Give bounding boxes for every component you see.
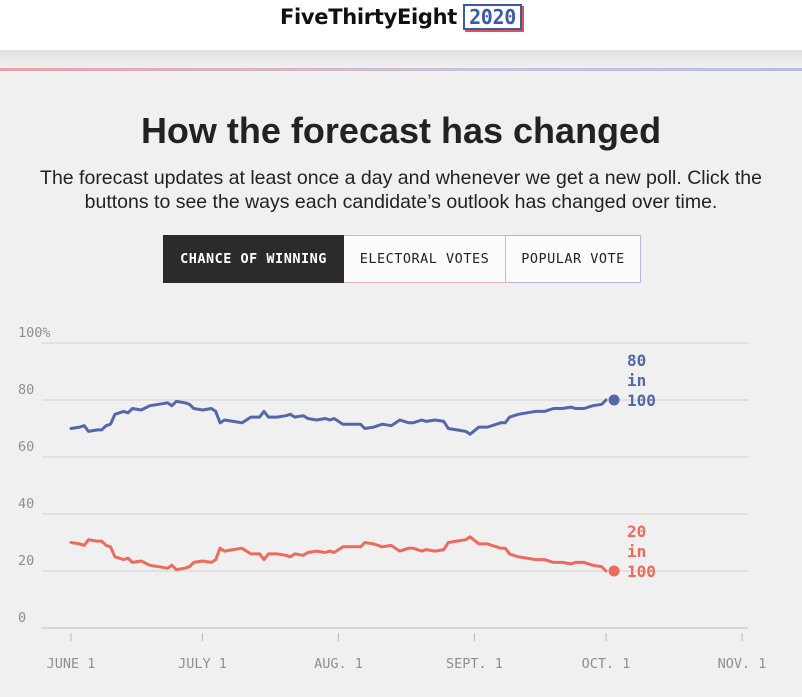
x-tick-label: AUG. 1	[314, 656, 363, 672]
y-tick-label: 40	[18, 496, 34, 512]
brand-name: FiveThirtyEight	[279, 5, 458, 29]
y-tick-label: 60	[18, 439, 34, 455]
header-shadow	[0, 50, 802, 68]
blue-end-label: 100	[627, 391, 656, 410]
x-tick-label: NOV. 1	[718, 656, 767, 672]
red-end-label: 100	[627, 562, 656, 581]
brand-year-badge: 2020	[463, 4, 523, 30]
forecast-line-chart: 0 20 40 60 80 100% JUNE 1 JULY 1 AUG. 1 SEPT. 1 OC…	[18, 325, 767, 672]
blue-end-label: 80	[627, 351, 646, 370]
metric-toggle-group: Chance of winning Electoral votes Popula…	[163, 235, 641, 283]
x-tick-label: OCT. 1	[582, 656, 631, 672]
blue-series-line	[69, 398, 608, 436]
electoral-votes-button[interactable]: Electoral votes	[344, 235, 506, 283]
top-bar: FiveThirtyEight 2020	[0, 0, 802, 50]
section-headline: How the forecast has changed	[140, 110, 662, 151]
chance-of-winning-button[interactable]: Chance of winning	[163, 235, 344, 283]
red-series-line	[69, 535, 608, 573]
red-end-label: 20	[627, 522, 646, 541]
red-end-dot	[608, 565, 620, 577]
y-tick-label: 0	[18, 610, 26, 626]
y-tick-label: 20	[18, 553, 34, 569]
x-tick-label: JULY 1	[178, 656, 227, 672]
blue-end-label: in	[627, 371, 646, 390]
popular-vote-button[interactable]: Popular vote	[506, 235, 641, 283]
y-tick-label: 80	[18, 382, 34, 398]
x-tick-label: SEPT. 1	[446, 656, 503, 672]
red-end-label: in	[627, 542, 646, 561]
blue-end-dot	[608, 394, 620, 406]
site-logo[interactable]: FiveThirtyEight 2020	[0, 4, 802, 30]
x-tick-label: JUNE 1	[47, 656, 96, 672]
section-description: The forecast updates at least once a day…	[40, 167, 762, 213]
y-tick-label: 100%	[18, 325, 51, 341]
header-accent-line	[0, 68, 802, 71]
